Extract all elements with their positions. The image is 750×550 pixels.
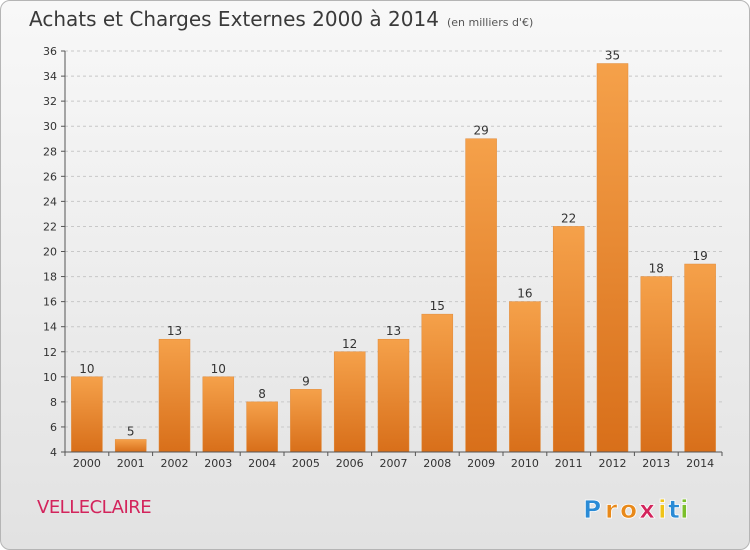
y-tick-label: 14 xyxy=(43,321,57,334)
data-label: 22 xyxy=(561,211,576,225)
x-tick-label: 2003 xyxy=(204,457,232,470)
y-axis-ticks: 4 6 8 10 12 14 16 18 20 22 24 26 28 30 32 34 36 xyxy=(43,45,65,459)
data-label: 10 xyxy=(211,362,226,376)
y-tick-label: 30 xyxy=(43,120,57,133)
logo-letter: i xyxy=(680,495,689,524)
data-label: 29 xyxy=(473,124,488,138)
logo-letter: o xyxy=(620,495,637,524)
bar xyxy=(509,301,541,453)
bar xyxy=(552,226,585,453)
y-tick-label: 12 xyxy=(43,346,57,359)
bar xyxy=(202,376,235,453)
data-label: 8 xyxy=(258,387,266,401)
data-labels: 10 5 13 10 8 9 12 13 15 29 16 22 35 18 19 xyxy=(79,49,707,439)
y-tick-label: 24 xyxy=(43,195,57,208)
logo-letter: i xyxy=(658,495,667,524)
bar xyxy=(246,401,278,453)
x-tick-label: 2006 xyxy=(336,457,364,470)
data-label: 12 xyxy=(342,337,357,351)
data-label: 19 xyxy=(692,249,707,263)
data-label: 35 xyxy=(605,49,620,63)
x-tick-label: 2010 xyxy=(511,457,539,470)
y-tick-label: 26 xyxy=(43,170,57,183)
bar xyxy=(421,313,454,453)
y-tick-label: 36 xyxy=(43,45,57,58)
bar-series xyxy=(71,63,716,453)
data-label: 16 xyxy=(517,287,532,301)
data-label: 15 xyxy=(430,299,445,313)
bar xyxy=(377,338,410,453)
x-tick-label: 2000 xyxy=(73,457,101,470)
x-tick-label: 2009 xyxy=(467,457,495,470)
x-tick-label: 2011 xyxy=(555,457,583,470)
data-label: 10 xyxy=(79,362,94,376)
bar xyxy=(290,389,322,453)
data-label: 13 xyxy=(167,324,182,338)
y-tick-label: 20 xyxy=(43,246,57,259)
logo-letter: r xyxy=(605,495,618,524)
x-axis-ticks: 2000 2001 2002 2003 2004 2005 2006 2007 2008 2009… xyxy=(64,452,723,470)
x-tick-label: 2002 xyxy=(161,457,189,470)
bar xyxy=(640,276,673,453)
x-tick-label: 2013 xyxy=(642,457,670,470)
chart-title: Achats et Charges Externes 2000 à 2014 xyxy=(29,7,439,31)
x-tick-label: 2005 xyxy=(292,457,320,470)
y-tick-label: 10 xyxy=(43,371,57,384)
y-tick-label: 8 xyxy=(50,396,57,409)
bar xyxy=(465,138,497,453)
bar xyxy=(596,63,629,453)
bar xyxy=(71,376,103,453)
data-label: 13 xyxy=(386,324,401,338)
chart-subtitle: (en milliers d'€) xyxy=(446,16,534,29)
data-label: 9 xyxy=(302,374,310,388)
y-tick-label: 28 xyxy=(43,145,57,158)
y-tick-label: 16 xyxy=(43,296,57,309)
y-tick-label: 4 xyxy=(50,446,57,459)
bar xyxy=(333,351,366,453)
logo-letter: P xyxy=(583,495,601,524)
data-label: 18 xyxy=(649,262,664,276)
bar xyxy=(158,338,191,453)
y-tick-label: 6 xyxy=(50,421,57,434)
y-tick-label: 32 xyxy=(43,95,57,108)
bar xyxy=(114,439,147,453)
x-tick-label: 2008 xyxy=(423,457,451,470)
x-tick-label: 2014 xyxy=(686,457,714,470)
y-tick-label: 18 xyxy=(43,271,57,284)
x-tick-label: 2012 xyxy=(599,457,627,470)
x-tick-label: 2007 xyxy=(380,457,408,470)
bar-chart: 4 6 8 10 12 14 16 18 20 22 24 26 28 30 32 34 36 10 5 13 10 8… xyxy=(43,45,723,470)
logo-letter: t xyxy=(668,495,680,524)
y-tick-label: 34 xyxy=(43,70,57,83)
y-tick-label: 22 xyxy=(43,220,57,233)
x-tick-label: 2004 xyxy=(248,457,276,470)
logo-letter: x xyxy=(639,495,655,524)
data-label: 5 xyxy=(127,424,135,438)
bar xyxy=(684,263,716,453)
x-tick-label: 2001 xyxy=(117,457,145,470)
chart-title-block: Achats et Charges Externes 2000 à 2014 (e… xyxy=(29,7,533,31)
commune-name: VELLECLAIRE xyxy=(37,497,152,518)
